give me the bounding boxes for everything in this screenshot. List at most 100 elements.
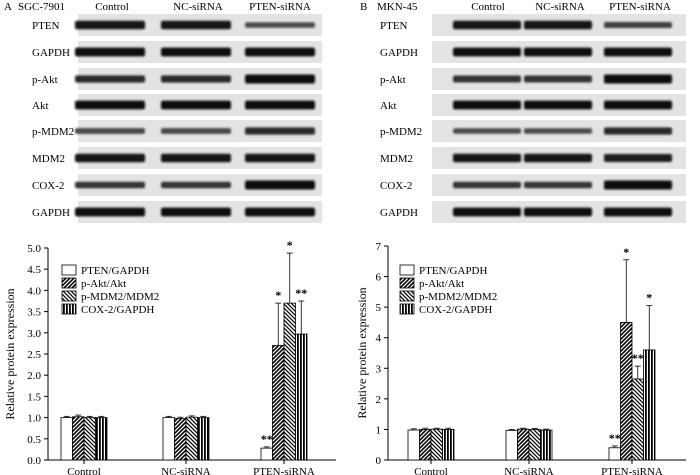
blot-row-label: PTEN bbox=[32, 20, 60, 32]
panel-a-lane-label-nc-sirna: NC-siRNA bbox=[173, 1, 223, 13]
blot-band bbox=[453, 20, 521, 30]
blot-band bbox=[604, 180, 672, 190]
y-axis-label: Relative protein expression bbox=[3, 288, 17, 419]
blot-band bbox=[453, 128, 521, 134]
blot-band bbox=[75, 75, 145, 83]
bar-cox-2-gapdh-control bbox=[95, 417, 108, 461]
blot-band bbox=[75, 47, 145, 57]
blot-row-p-mdm2: p-MDM2 bbox=[380, 120, 686, 142]
x-tick-label: PTEN-siRNA bbox=[253, 466, 315, 475]
blot-band bbox=[161, 207, 231, 217]
bar-p-akt-akt-control bbox=[419, 429, 432, 461]
legend-label: PTEN/GAPDH bbox=[81, 265, 150, 277]
x-tick-label: NC-siRNA bbox=[161, 466, 211, 475]
y-tick-label: 4 bbox=[376, 333, 382, 345]
blot-band bbox=[524, 75, 592, 83]
legend-entry: PTEN/GAPDH bbox=[399, 264, 488, 277]
y-tick-label: 5 bbox=[376, 302, 382, 314]
blot-row-label: COX-2 bbox=[32, 180, 64, 192]
blot-band bbox=[524, 153, 592, 163]
blot-row-label: p-Akt bbox=[32, 74, 58, 86]
panel-a-lane-labels: Control NC-siRNA PTEN-siRNA bbox=[95, 1, 311, 13]
y-tick-label: 1.0 bbox=[27, 413, 41, 425]
blot-band bbox=[245, 22, 315, 28]
bar-cox-2-gapdh-nc-sirna bbox=[540, 429, 553, 461]
bar-p-mdm2-mdm2-control bbox=[83, 417, 96, 461]
chart-b: 0 1 2 3 4 5 6 7 Relative protein expression Contr… bbox=[355, 241, 686, 475]
bar-p-akt-akt-nc-sirna bbox=[517, 428, 530, 461]
legend-swatch bbox=[61, 277, 77, 289]
blot-band bbox=[604, 207, 672, 217]
legend-label: PTEN/GAPDH bbox=[419, 265, 488, 277]
significance-marker: * bbox=[646, 291, 652, 305]
legend-entry: PTEN/GAPDH bbox=[61, 264, 150, 277]
panel-b-lane-label-pten-sirna: PTEN-siRNA bbox=[609, 1, 671, 13]
panel-b-blot: B MKN-45 Control NC-siRNA PTEN-siRNA PTE… bbox=[360, 1, 686, 223]
y-axis-label: Relative protein expression bbox=[355, 287, 369, 418]
blot-row-p-akt: p-Akt bbox=[380, 68, 686, 90]
y-tick-label: 3.5 bbox=[27, 307, 41, 319]
blot-row-p-akt: p-Akt bbox=[32, 68, 322, 90]
blot-band bbox=[245, 207, 315, 217]
blot-row-mdm2: MDM2 bbox=[380, 147, 686, 169]
blot-row-label: GAPDH bbox=[32, 47, 70, 59]
bar-p-akt-akt-control bbox=[72, 416, 85, 461]
blot-row-pten: PTEN bbox=[32, 14, 322, 36]
y-tick-label: 2 bbox=[376, 394, 382, 406]
blot-row-pten: PTEN bbox=[380, 14, 686, 36]
bar-pten-gapdh-nc-sirna bbox=[505, 429, 518, 461]
blot-band bbox=[161, 100, 231, 110]
blot-band bbox=[604, 22, 672, 28]
blot-band bbox=[524, 181, 592, 189]
panel-b-cell-line: MKN-45 bbox=[377, 1, 418, 13]
blot-band bbox=[245, 180, 315, 190]
bar-pten-gapdh-pten-sirna bbox=[608, 447, 621, 461]
panel-b-lane-label-nc-sirna: NC-siRNA bbox=[535, 1, 585, 13]
x-tick-label: Control bbox=[67, 466, 101, 475]
y-tick-label: 0.5 bbox=[27, 434, 41, 446]
blot-row-label: GAPDH bbox=[380, 47, 418, 59]
bar-p-mdm2-mdm2-pten-sirna bbox=[283, 302, 296, 461]
legend-swatch bbox=[61, 303, 77, 315]
bar-p-mdm2-mdm2-nc-sirna bbox=[185, 416, 198, 461]
bar-p-mdm2-mdm2-control bbox=[430, 428, 443, 461]
bar-cox-2-gapdh-nc-sirna bbox=[197, 417, 210, 461]
blot-band bbox=[453, 75, 521, 83]
legend-label: COX-2/GAPDH bbox=[419, 304, 492, 316]
bar-pten-gapdh-pten-sirna bbox=[260, 447, 273, 461]
chart-a: 0.0 0.5 1.0 1.5 2.0 2.5 3.0 3.5 4.0 4.5 5.0 Relativ… bbox=[3, 238, 336, 475]
blot-row-label: GAPDH bbox=[32, 207, 70, 219]
y-tick-label: 2.0 bbox=[27, 370, 41, 382]
significance-marker: * bbox=[287, 238, 293, 252]
blot-band bbox=[453, 181, 521, 189]
bar-p-akt-akt-pten-sirna bbox=[620, 322, 633, 461]
bar-pten-gapdh-nc-sirna bbox=[162, 417, 175, 461]
significance-marker: ** bbox=[632, 351, 644, 365]
bar-p-akt-akt-pten-sirna bbox=[272, 345, 285, 461]
blot-row-label: p-Akt bbox=[380, 74, 406, 86]
y-tick-label: 0.0 bbox=[27, 455, 41, 467]
panel-a-lane-label-pten-sirna: PTEN-siRNA bbox=[249, 1, 311, 13]
bar-p-mdm2-mdm2-nc-sirna bbox=[528, 429, 541, 461]
blot-band bbox=[453, 47, 521, 57]
blot-band bbox=[161, 128, 231, 134]
bar-cox-2-gapdh-pten-sirna bbox=[643, 349, 656, 461]
y-tick-label: 1.5 bbox=[27, 391, 41, 403]
blot-band bbox=[161, 75, 231, 83]
legend-label: p-MDM2/MDM2 bbox=[81, 291, 159, 303]
bar-pten-gapdh-control bbox=[60, 417, 73, 461]
blot-band bbox=[245, 100, 315, 110]
legend-swatch bbox=[399, 277, 415, 289]
legend-entry: p-Akt/Akt bbox=[399, 277, 464, 290]
blot-band bbox=[245, 127, 315, 135]
blot-band bbox=[604, 100, 672, 110]
legend-entry: COX-2/GAPDH bbox=[399, 303, 492, 316]
blot-row-gapdh: GAPDH bbox=[380, 201, 686, 223]
blot-row-label: MDM2 bbox=[32, 153, 65, 165]
blot-row-cox-2: COX-2 bbox=[32, 174, 322, 196]
bar-cox-2-gapdh-pten-sirna bbox=[295, 333, 308, 461]
panel-b-letter: B bbox=[360, 1, 367, 13]
legend-label: p-MDM2/MDM2 bbox=[419, 291, 497, 303]
panel-a-blot: A SGC-7901 Control NC-siRNA PTEN-siRNA P… bbox=[4, 1, 322, 223]
blot-row-gapdh: GAPDH bbox=[32, 41, 322, 63]
